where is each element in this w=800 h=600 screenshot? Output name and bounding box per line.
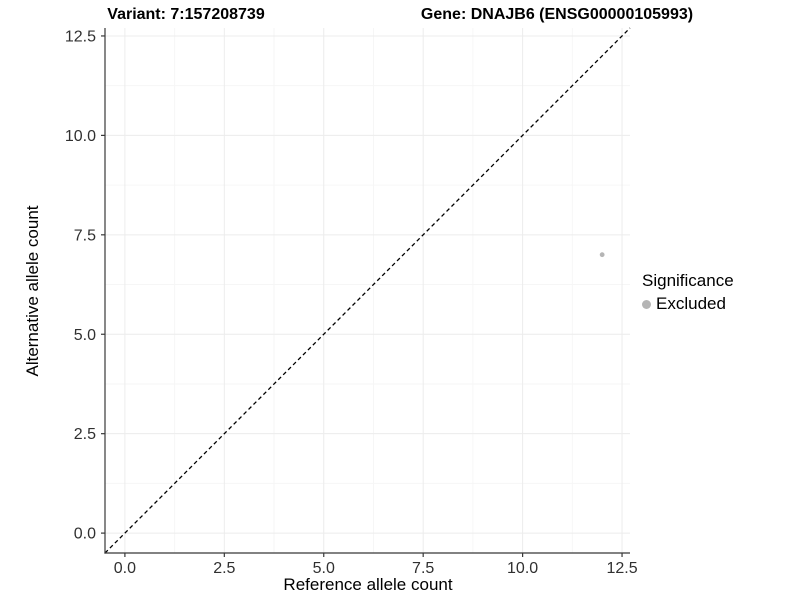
- data-point: [599, 252, 605, 258]
- y-tick-label: 2.5: [74, 426, 96, 443]
- legend-item-label: Excluded: [656, 294, 726, 313]
- x-tick-label: 7.5: [412, 560, 434, 577]
- y-tick-label: 12.5: [65, 28, 96, 45]
- gene-title: Gene: DNAJB6 (ENSG00000105993): [420, 6, 694, 23]
- y-tick-label: 5.0: [74, 327, 96, 344]
- x-tick-label: 12.5: [606, 560, 637, 577]
- y-tick-label: 7.5: [74, 227, 96, 244]
- x-tick-label: 0.0: [114, 560, 136, 577]
- legend-item-excluded: Excluded: [642, 294, 734, 314]
- variant-title: Variant: 7:157208739: [107, 6, 265, 23]
- x-axis-title: Reference allele count: [283, 575, 453, 594]
- y-tick-label: 10.0: [65, 128, 96, 145]
- legend-key-dot-icon: [642, 299, 651, 309]
- y-tick-label: 0.0: [74, 526, 96, 543]
- x-tick-label: 10.0: [507, 560, 538, 577]
- x-tick-label: 2.5: [213, 560, 235, 577]
- x-tick-label: 5.0: [313, 560, 335, 577]
- y-axis-title: Alternative allele count: [23, 205, 42, 377]
- identity-reference-line: [104, 27, 631, 554]
- legend: Significance Excluded: [642, 271, 734, 314]
- legend-title: Significance: [642, 271, 734, 290]
